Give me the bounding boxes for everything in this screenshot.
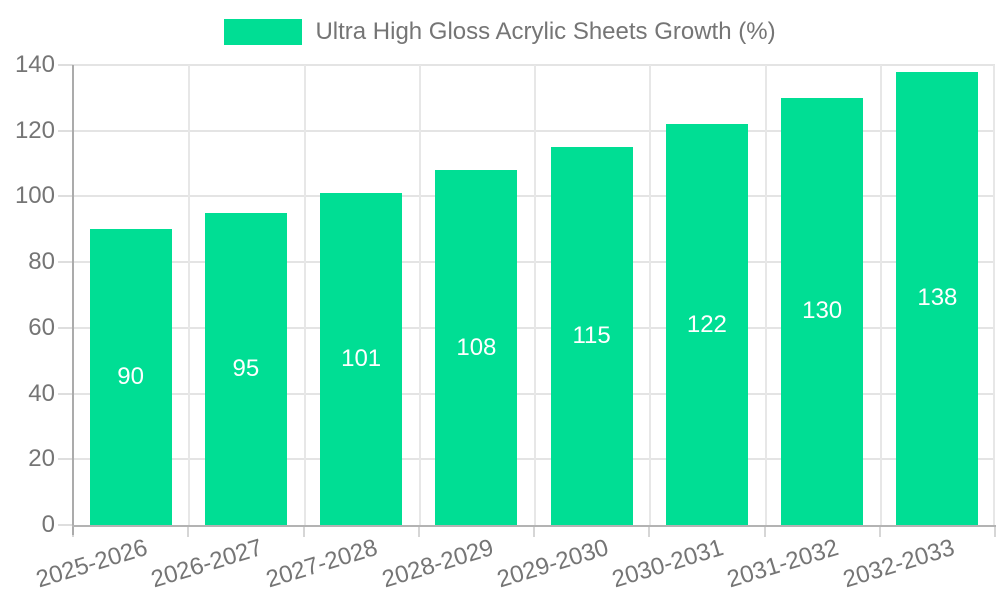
x-tick [302,527,305,537]
y-axis-line [72,65,74,535]
bar-value-label: 138 [917,284,958,312]
y-axis-label: 100 [14,182,55,210]
y-tick [58,458,73,461]
v-gridline [993,65,995,525]
bar[interactable] [204,212,287,525]
y-tick [58,261,73,264]
y-axis-label: 40 [28,379,55,407]
legend-label: Ultra High Gloss Acrylic Sheets Growth (… [315,18,776,45]
x-tick [417,527,420,537]
x-tick [533,527,535,537]
x-axis-label: 2029-2030 [493,534,612,594]
x-tick [187,527,190,537]
y-tick [58,195,73,198]
y-tick [58,524,73,526]
y-axis-label: 80 [28,248,55,276]
y-axis-label: 120 [14,116,55,144]
bar[interactable] [320,193,403,525]
y-tick [58,326,73,329]
v-gridline [649,65,652,525]
v-gridline [879,65,882,525]
x-axis-label: 2025-2026 [32,534,151,594]
legend-swatch [224,19,303,45]
y-tick [58,64,73,66]
bar[interactable] [781,97,864,525]
legend[interactable]: Ultra High Gloss Acrylic Sheets Growth (… [0,18,1000,46]
y-axis-label: 140 [14,51,55,78]
v-gridline [303,65,306,525]
x-axis-label: 2030-2031 [609,534,727,594]
x-axis-label: 2032-2033 [839,534,958,594]
x-axis-label: 2028-2029 [378,534,497,594]
bar[interactable] [435,170,518,525]
y-tick [58,129,73,132]
x-axis-label: 2031-2032 [724,534,843,594]
bar-value-label: 122 [686,310,727,338]
bar-value-label: 130 [802,297,843,325]
bar[interactable] [665,124,748,525]
bar-value-label: 90 [117,363,144,391]
x-tick [994,527,996,537]
y-axis-label: 0 [41,511,55,538]
bar[interactable] [896,71,979,525]
v-gridline [418,65,421,525]
x-tick [648,527,651,537]
x-axis-line [72,525,996,527]
bar-value-label: 101 [341,345,382,373]
y-axis-label: 60 [28,313,55,341]
bar[interactable] [550,147,633,525]
x-axis-label: 2027-2028 [263,534,382,594]
bar-value-label: 95 [232,354,260,382]
bar-value-label: 115 [572,322,611,350]
y-axis-label: 20 [28,445,55,473]
v-gridline [764,65,767,525]
bar[interactable] [89,229,172,525]
bar-value-label: 108 [456,333,497,361]
x-axis-label: 2026-2027 [148,534,266,594]
v-gridline [534,65,536,525]
y-tick [58,392,73,395]
x-tick [878,527,881,537]
v-gridline [188,65,191,525]
plot-area: 90 95 101 108 115 122 130 138 [73,64,995,525]
x-tick [763,527,766,537]
